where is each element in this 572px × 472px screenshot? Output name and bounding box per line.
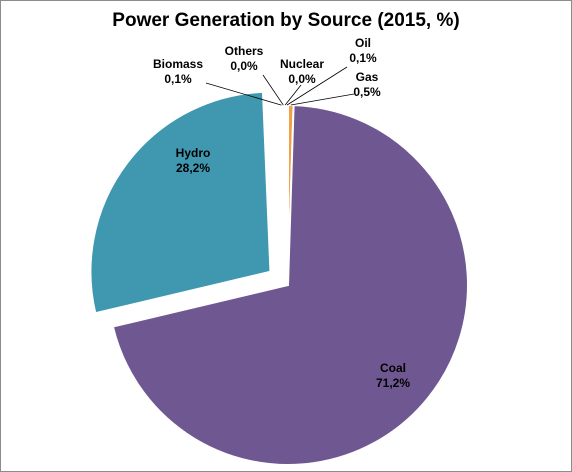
data-label-value: 0,0%: [288, 72, 316, 86]
chart-title: Power Generation by Source (2015, %): [112, 10, 460, 31]
data-label-name: Nuclear: [280, 57, 324, 71]
data-label-name: Biomass: [153, 57, 203, 71]
data-label-name: Others: [225, 44, 264, 58]
data-label-value: 28,2%: [176, 161, 210, 175]
data-label-name: Oil: [355, 36, 371, 50]
data-label-value: 0,1%: [349, 51, 377, 65]
data-label-name: Coal: [380, 361, 406, 375]
data-label-biomass: Biomass 0,1%: [153, 57, 203, 86]
data-label-value: 71,2%: [376, 376, 410, 390]
leader-line-gas: [290, 93, 355, 106]
data-label-value: 0,5%: [353, 85, 381, 99]
leader-line-oil: [286, 66, 348, 106]
data-label-name: Gas: [356, 70, 379, 84]
leader-line-biomass: [205, 82, 282, 106]
leader-line-nuclear: [284, 84, 302, 106]
data-label-others: Others 0,0%: [225, 44, 264, 73]
pie-slice-hydro: [89, 90, 272, 315]
leader-line-others: [262, 74, 284, 106]
pie-slice-coal: [111, 104, 469, 466]
data-label-name: Hydro: [176, 146, 211, 160]
data-label-nuclear: Nuclear 0,0%: [280, 57, 324, 86]
data-label-value: 0,0%: [230, 59, 258, 73]
data-label-coal: Coal 71,2%: [376, 361, 410, 390]
data-label-oil: Oil 0,1%: [349, 36, 377, 65]
data-label-gas: Gas 0,5%: [353, 70, 381, 99]
data-label-value: 0,1%: [164, 72, 192, 86]
data-label-hydro: Hydro 28,2%: [176, 146, 211, 175]
